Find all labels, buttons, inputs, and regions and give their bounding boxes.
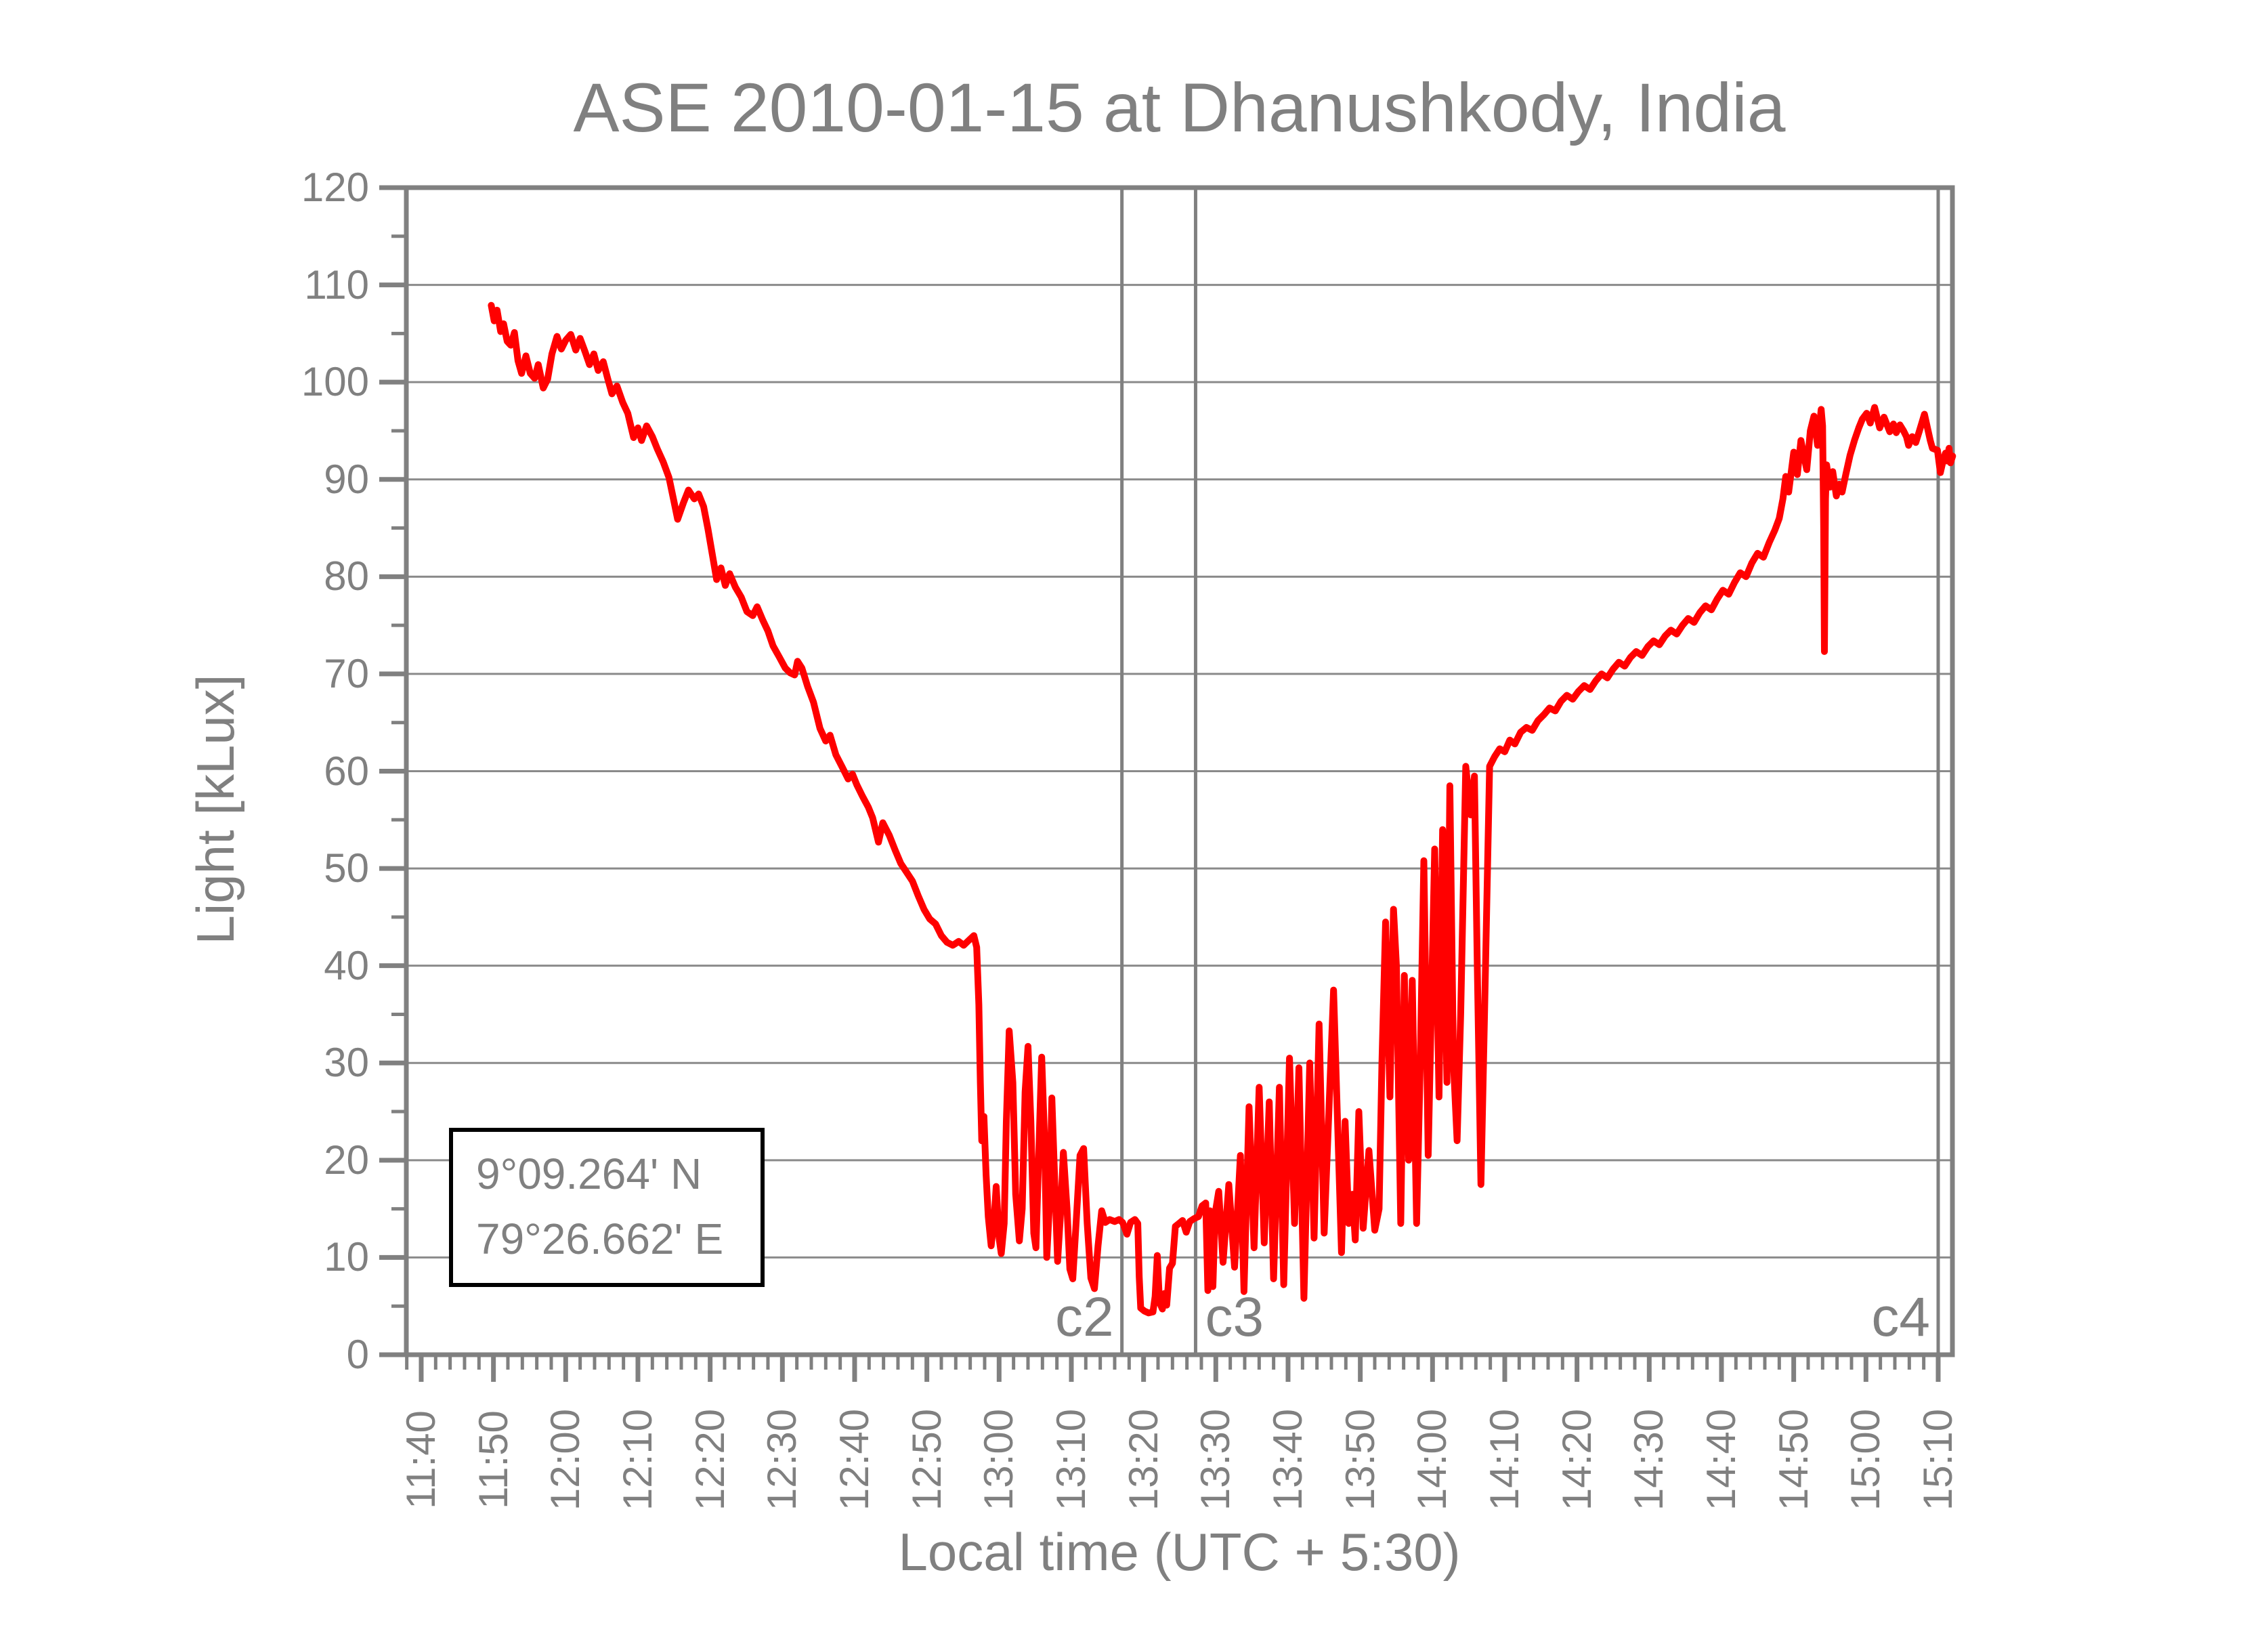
x-tick-label-13:30: 13:30 — [1193, 1408, 1239, 1511]
y-tick-label-20: 20 — [324, 1137, 369, 1183]
series-light — [488, 301, 1956, 1317]
y-tick-label-100: 100 — [301, 359, 369, 405]
y-tick-label-50: 50 — [324, 845, 369, 891]
y-tick-label-120: 120 — [301, 165, 369, 210]
chart-title: ASE 2010-01-15 at Dhanushkody, India — [573, 69, 1786, 146]
x-tick-label-12:10: 12:10 — [614, 1408, 660, 1511]
x-tick-label-13:10: 13:10 — [1048, 1408, 1094, 1511]
contact-label-c4: c4 — [1871, 1286, 1930, 1348]
y-tick-label-80: 80 — [324, 553, 369, 599]
plot-border — [404, 185, 1955, 1357]
x-tick-label-14:30: 14:30 — [1626, 1408, 1672, 1511]
x-tick-label-12:30: 12:30 — [759, 1408, 805, 1511]
x-tick-label-15:00: 15:00 — [1843, 1408, 1889, 1511]
x-tick-label-13:40: 13:40 — [1264, 1408, 1310, 1511]
y-tick-label-40: 40 — [324, 942, 369, 988]
y-tick-label-60: 60 — [324, 748, 369, 794]
x-tick-label-14:40: 14:40 — [1698, 1408, 1744, 1511]
y-tick-label-30: 30 — [324, 1040, 369, 1086]
x-tick-label-14:00: 14:00 — [1409, 1408, 1455, 1511]
x-axis-title: Local time (UTC + 5:30) — [898, 1522, 1461, 1582]
contact-lines — [1120, 188, 1940, 1355]
y-axis-title: Light [kLux] — [186, 674, 245, 945]
light-curve — [488, 301, 1956, 1317]
y-tick-label-10: 10 — [324, 1234, 369, 1280]
x-tick-label-12:00: 12:00 — [542, 1408, 589, 1511]
x-tick-label-15:10: 15:10 — [1914, 1408, 1961, 1511]
y-tick-label-110: 110 — [304, 261, 369, 308]
coordinates-box: 9°09.264' N 79°26.662' E — [449, 1128, 765, 1287]
plot-frame — [404, 185, 1955, 1357]
x-tick-label-12:40: 12:40 — [831, 1408, 877, 1511]
gridlines — [406, 284, 1952, 1259]
x-tick-label-13:20: 13:20 — [1120, 1408, 1166, 1511]
latitude-text: 9°09.264' N — [476, 1149, 702, 1198]
x-tick-label-12:20: 12:20 — [687, 1408, 733, 1511]
y-tick-label-90: 90 — [324, 456, 369, 502]
longitude-text: 79°26.662' E — [476, 1215, 724, 1263]
y-tick-label-0: 0 — [346, 1332, 369, 1377]
y-tick-label-70: 70 — [324, 650, 369, 696]
x-tick-label-14:20: 14:20 — [1554, 1408, 1600, 1511]
x-tick-label-13:00: 13:00 — [976, 1408, 1022, 1511]
contact-label-c2: c2 — [1055, 1286, 1114, 1348]
x-tick-label-13:50: 13:50 — [1337, 1408, 1383, 1511]
x-tick-label-14:50: 14:50 — [1770, 1408, 1816, 1511]
contact-label-c3: c3 — [1205, 1286, 1264, 1348]
x-tick-label-11:40: 11:40 — [398, 1410, 444, 1509]
x-tick-label-11:50: 11:50 — [470, 1410, 516, 1509]
x-tick-label-14:10: 14:10 — [1481, 1408, 1527, 1511]
axis-ticks — [379, 185, 1941, 1382]
x-tick-label-12:50: 12:50 — [903, 1408, 949, 1511]
